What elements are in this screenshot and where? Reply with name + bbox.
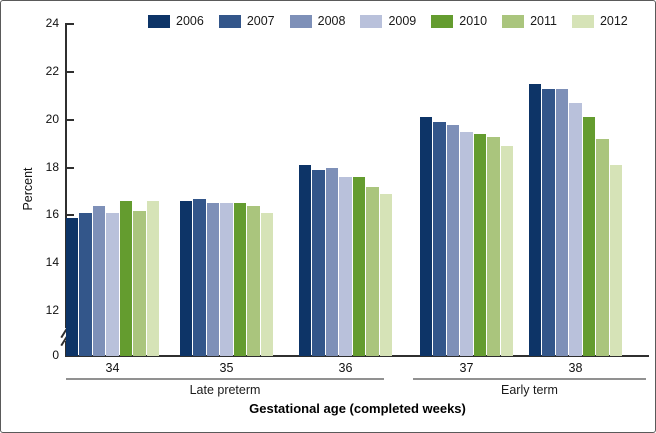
bar-38-2012 [609, 165, 622, 356]
x-tick-label-36: 36 [338, 361, 353, 375]
bar-36-2009 [339, 177, 352, 356]
legend-label: 2006 [176, 14, 204, 28]
legend-label: 2007 [246, 14, 275, 28]
legend-label: 2012 [599, 14, 628, 28]
bar-35-2009 [220, 203, 233, 356]
legend-entry-2011: 2011 [502, 14, 557, 28]
legend: 2006 2007 2008 2009 2010 2011 2012 [148, 14, 628, 28]
y-tick-label: 20 [45, 111, 59, 126]
bar-34-2007 [79, 213, 92, 356]
y-tick-label: 22 [45, 64, 59, 78]
bar-35-2007 [193, 199, 206, 356]
bar-38-2008 [555, 89, 569, 356]
y-axis-line [65, 23, 67, 357]
bar-group-37 [420, 23, 513, 356]
legend-swatch-2008 [289, 14, 312, 28]
bar-37-2011 [487, 137, 500, 356]
bar-38-2011 [596, 139, 609, 356]
bar-35-2008 [206, 203, 220, 356]
bar-38-2007 [542, 89, 555, 356]
y-tick-mark [66, 214, 74, 217]
legend-swatch-2011 [502, 14, 525, 28]
bar-34-2008 [92, 206, 106, 356]
y-tick-label: 18 [45, 159, 59, 174]
legend-entry-2008: 2008 [289, 14, 346, 28]
legend-swatch-2009 [360, 14, 383, 28]
x-tick-label-34: 34 [105, 361, 120, 375]
y-tick-label: 16 [45, 207, 59, 222]
legend-label: 2010 [459, 14, 488, 28]
x-tick-label-38: 38 [568, 361, 583, 375]
bar-36-2007 [312, 170, 325, 356]
bar-36-2010 [352, 177, 366, 356]
legend-swatch-2006 [148, 14, 170, 28]
y-tick-label: 14 [45, 255, 59, 270]
section-label: Early term [501, 383, 558, 397]
bar-group-36 [299, 23, 392, 356]
y-tick-label: 12 [45, 303, 59, 317]
y-tick-mark [66, 166, 74, 169]
bar-group-34 [66, 23, 159, 356]
bar-35-2006 [180, 201, 193, 356]
bar-37-2012 [500, 146, 513, 356]
y-tick-mark [66, 118, 74, 121]
bar-34-2012 [146, 201, 159, 356]
y-tick-label: 24 [45, 16, 59, 31]
legend-label: 2011 [530, 14, 557, 28]
legend-swatch-2007 [218, 14, 241, 28]
y-tick-mark [66, 355, 74, 357]
x-tick-label-37: 37 [459, 361, 474, 375]
legend-entry-2007: 2007 [218, 14, 275, 28]
legend-label: 2009 [388, 14, 417, 28]
legend-entry-2006: 2006 [148, 14, 204, 28]
y-tick-mark [66, 71, 74, 73]
bar-34-2009 [106, 213, 119, 356]
bar-38-2010 [582, 117, 596, 356]
bar-37-2007 [433, 122, 446, 356]
y-tick-label: 0 [52, 348, 59, 362]
bar-37-2008 [446, 125, 460, 356]
bar-38-2009 [569, 103, 582, 356]
section-line [413, 378, 646, 380]
section-label: Late preterm [189, 383, 261, 397]
legend-swatch-2012 [571, 14, 594, 28]
bar-38-2006 [529, 84, 542, 356]
x-axis-title: Gestational age (completed weeks) [249, 401, 466, 416]
x-tick-label-35: 35 [219, 361, 234, 375]
x-axis-line [65, 355, 649, 357]
bar-34-2006 [66, 218, 79, 356]
bar-35-2010 [233, 203, 247, 356]
bar-35-2011 [247, 206, 260, 356]
bar-36-2011 [366, 187, 379, 356]
bar-37-2010 [473, 134, 487, 356]
section-line [66, 378, 384, 380]
bar-37-2006 [420, 117, 433, 356]
bar-37-2009 [460, 132, 473, 356]
legend-entry-2010: 2010 [431, 14, 487, 28]
bar-36-2006 [299, 165, 312, 356]
bar-34-2010 [119, 201, 133, 356]
legend-swatch-2010 [431, 14, 454, 28]
bar-group-38 [529, 23, 622, 356]
bar-35-2012 [260, 213, 273, 356]
bar-group-35 [180, 23, 273, 356]
bar-34-2011 [133, 211, 146, 356]
bar-36-2012 [379, 194, 392, 356]
bar-36-2008 [325, 168, 339, 356]
legend-label: 2008 [317, 14, 346, 28]
y-tick-mark [66, 23, 74, 26]
legend-entry-2009: 2009 [360, 14, 416, 28]
legend-entry-2012: 2012 [571, 14, 628, 28]
